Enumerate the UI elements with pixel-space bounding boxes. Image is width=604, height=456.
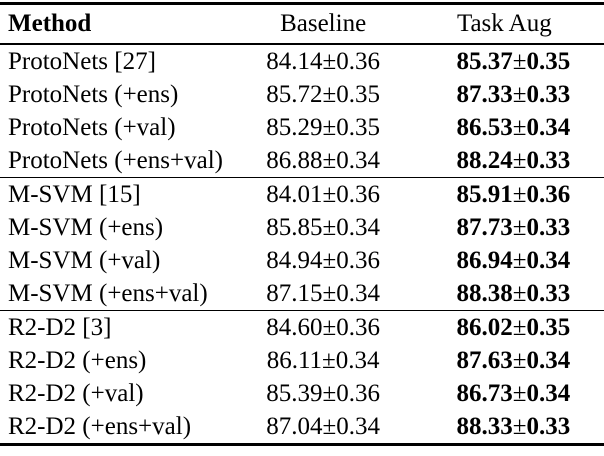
table-row: M-SVM (+val) 84.94±0.36 86.94±0.34 bbox=[0, 244, 604, 277]
table-row: M-SVM (+ens) 85.85±0.34 87.73±0.33 bbox=[0, 211, 604, 244]
column-header-method: Method bbox=[8, 10, 92, 37]
table-row: ProtoNets [27] 84.14±0.36 85.37±0.35 bbox=[0, 44, 604, 78]
task-aug-std: 0.34 bbox=[526, 346, 571, 374]
baseline-cell: 84.01±0.36 bbox=[266, 180, 380, 208]
baseline-cell: 84.60±0.36 bbox=[266, 313, 380, 341]
header-row: Method Baseline Task Aug bbox=[0, 4, 604, 44]
task-aug-mean: 86.73 bbox=[456, 379, 513, 407]
task-aug-mean: 86.53 bbox=[456, 113, 513, 141]
baseline-cell: 87.04±0.34 bbox=[266, 412, 380, 440]
task-aug-cell: 86.94±0.34 bbox=[405, 244, 604, 277]
method-cell: ProtoNets [27] bbox=[8, 47, 156, 75]
plus-minus-sign: ± bbox=[512, 379, 527, 407]
results-table: Method Baseline Task Aug ProtoNets [27] … bbox=[0, 2, 604, 446]
task-aug-cell: 86.02±0.35 bbox=[405, 311, 604, 345]
task-aug-std: 0.34 bbox=[526, 246, 571, 274]
task-aug-std: 0.35 bbox=[526, 313, 571, 341]
task-aug-cell: 86.53±0.34 bbox=[405, 111, 604, 144]
plus-minus-sign: ± bbox=[512, 346, 527, 374]
method-cell: R2-D2 (+val) bbox=[8, 379, 144, 407]
task-aug-cell: 87.63±0.34 bbox=[405, 344, 604, 377]
task-aug-cell: 85.91±0.36 bbox=[405, 178, 604, 212]
task-aug-cell: 88.38±0.33 bbox=[405, 277, 604, 311]
task-aug-cell: 87.73±0.33 bbox=[405, 211, 604, 244]
task-aug-std: 0.33 bbox=[526, 213, 571, 241]
task-aug-cell: 88.33±0.33 bbox=[405, 410, 604, 445]
task-aug-cell: 86.73±0.34 bbox=[405, 377, 604, 410]
table-row: R2-D2 (+ens+val) 87.04±0.34 88.33±0.33 bbox=[0, 410, 604, 445]
task-aug-std: 0.33 bbox=[526, 412, 571, 440]
baseline-cell: 85.29±0.35 bbox=[266, 113, 380, 141]
baseline-cell: 84.14±0.36 bbox=[266, 47, 380, 75]
table-row: ProtoNets (+ens+val) 86.88±0.34 88.24±0.… bbox=[0, 144, 604, 178]
task-aug-std: 0.33 bbox=[526, 279, 571, 307]
task-aug-mean: 85.37 bbox=[456, 47, 513, 75]
baseline-cell: 87.15±0.34 bbox=[266, 279, 380, 307]
plus-minus-sign: ± bbox=[512, 180, 527, 208]
task-aug-mean: 87.63 bbox=[456, 346, 513, 374]
task-aug-mean: 88.24 bbox=[456, 146, 513, 174]
plus-minus-sign: ± bbox=[512, 113, 527, 141]
method-cell: M-SVM (+val) bbox=[8, 246, 161, 274]
plus-minus-sign: ± bbox=[512, 412, 527, 440]
column-header-baseline: Baseline bbox=[280, 10, 367, 37]
task-aug-std: 0.33 bbox=[526, 80, 571, 108]
baseline-cell: 85.72±0.35 bbox=[266, 80, 380, 108]
task-aug-mean: 86.94 bbox=[456, 246, 513, 274]
plus-minus-sign: ± bbox=[512, 279, 527, 307]
method-cell: ProtoNets (+ens+val) bbox=[8, 146, 223, 174]
task-aug-std: 0.34 bbox=[526, 379, 571, 407]
baseline-cell: 85.85±0.34 bbox=[266, 213, 380, 241]
task-aug-std: 0.36 bbox=[526, 180, 571, 208]
method-cell: R2-D2 (+ens+val) bbox=[8, 412, 192, 440]
method-cell: M-SVM (+ens+val) bbox=[8, 279, 208, 307]
column-header-task-aug: Task Aug bbox=[456, 10, 552, 37]
task-aug-std: 0.34 bbox=[526, 113, 571, 141]
table-row: ProtoNets (+ens) 85.72±0.35 87.33±0.33 bbox=[0, 78, 604, 111]
plus-minus-sign: ± bbox=[512, 213, 527, 241]
plus-minus-sign: ± bbox=[512, 246, 527, 274]
method-cell: R2-D2 (+ens) bbox=[8, 346, 147, 374]
task-aug-cell: 87.33±0.33 bbox=[405, 78, 604, 111]
method-cell: M-SVM (+ens) bbox=[8, 213, 164, 241]
task-aug-std: 0.35 bbox=[526, 47, 571, 75]
baseline-cell: 86.11±0.34 bbox=[266, 346, 380, 374]
task-aug-mean: 86.02 bbox=[456, 313, 513, 341]
task-aug-mean: 88.38 bbox=[456, 279, 513, 307]
task-aug-std: 0.33 bbox=[526, 146, 571, 174]
method-cell: M-SVM [15] bbox=[8, 180, 141, 208]
task-aug-cell: 85.37±0.35 bbox=[405, 44, 604, 78]
baseline-cell: 86.88±0.34 bbox=[266, 146, 380, 174]
method-cell: ProtoNets (+val) bbox=[8, 113, 176, 141]
plus-minus-sign: ± bbox=[512, 47, 527, 75]
table-row: R2-D2 (+ens) 86.11±0.34 87.63±0.34 bbox=[0, 344, 604, 377]
baseline-cell: 85.39±0.36 bbox=[266, 379, 380, 407]
plus-minus-sign: ± bbox=[512, 80, 527, 108]
baseline-cell: 84.94±0.36 bbox=[266, 246, 380, 274]
task-aug-mean: 87.33 bbox=[456, 80, 513, 108]
plus-minus-sign: ± bbox=[512, 313, 527, 341]
task-aug-mean: 88.33 bbox=[456, 412, 513, 440]
task-aug-mean: 85.91 bbox=[456, 180, 513, 208]
task-aug-mean: 87.73 bbox=[456, 213, 513, 241]
table-row: M-SVM (+ens+val) 87.15±0.34 88.38±0.33 bbox=[0, 277, 604, 311]
table-row: M-SVM [15] 84.01±0.36 85.91±0.36 bbox=[0, 177, 604, 212]
table-row: ProtoNets (+val) 85.29±0.35 86.53±0.34 bbox=[0, 111, 604, 144]
method-cell: R2-D2 [3] bbox=[8, 313, 112, 341]
table-row: R2-D2 (+val) 85.39±0.36 86.73±0.34 bbox=[0, 377, 604, 410]
plus-minus-sign: ± bbox=[512, 146, 527, 174]
task-aug-cell: 88.24±0.33 bbox=[405, 144, 604, 178]
table-row: R2-D2 [3] 84.60±0.36 86.02±0.35 bbox=[0, 310, 604, 345]
method-cell: ProtoNets (+ens) bbox=[8, 80, 179, 108]
